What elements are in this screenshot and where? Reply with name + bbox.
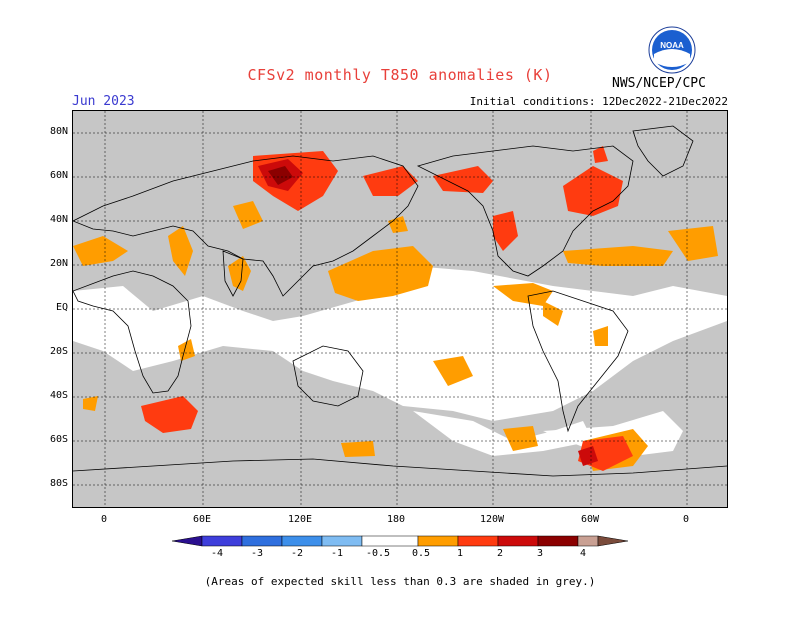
lon-label: 0	[100, 514, 108, 525]
lon-label: 180	[386, 514, 406, 525]
map-title: CFSv2 monthly T850 anomalies (K)	[247, 66, 553, 84]
colorbar-label: -3	[250, 548, 264, 559]
valid-month: Jun 2023	[72, 94, 135, 109]
colorbar-label: 1	[456, 548, 464, 559]
colorbar	[172, 535, 628, 547]
lat-label: 60N	[49, 170, 68, 181]
lat-label: 40N	[49, 214, 68, 225]
lat-label: 80N	[49, 126, 68, 137]
lon-label: 120E	[287, 514, 313, 525]
colorbar-label: 3	[536, 548, 544, 559]
coastlines	[73, 125, 727, 477]
neutral-region-southern	[413, 411, 593, 456]
lat-label: 40S	[49, 390, 68, 401]
colorbar-label: -2	[290, 548, 304, 559]
agency-label: NWS/NCEP/CPC	[612, 76, 706, 91]
lat-label: 80S	[49, 478, 68, 489]
lon-label: 0	[682, 514, 690, 525]
anomaly-3-4	[268, 166, 293, 185]
lat-label: 60S	[49, 434, 68, 445]
lon-label: 60E	[192, 514, 212, 525]
map-panel	[72, 110, 728, 508]
footnote: (Areas of expected skill less than 0.3 a…	[204, 575, 596, 588]
colorbar-label: 4	[579, 548, 587, 559]
lat-label: 20S	[49, 346, 68, 357]
colorbar-label: 0.5	[411, 548, 431, 559]
colorbar-label: -4	[210, 548, 224, 559]
colorbar-label: -1	[330, 548, 344, 559]
noaa-logo: NOAA	[648, 26, 696, 74]
anomaly-map	[73, 111, 727, 507]
lat-label: 20N	[49, 258, 68, 269]
lon-label: 120W	[479, 514, 505, 525]
logo-text: NOAA	[660, 41, 684, 50]
anomaly-0-5-1	[73, 201, 718, 471]
graticule	[73, 111, 727, 507]
initial-conditions: Initial conditions: 12Dec2022-21Dec2022	[469, 95, 728, 108]
neutral-region-antarctic	[543, 411, 683, 456]
colorbar-label: -0.5	[365, 548, 391, 559]
lon-label: 60W	[580, 514, 600, 525]
colorbar-label: 2	[496, 548, 504, 559]
neutral-region-tropics	[73, 266, 727, 421]
lat-label: EQ	[55, 302, 68, 313]
